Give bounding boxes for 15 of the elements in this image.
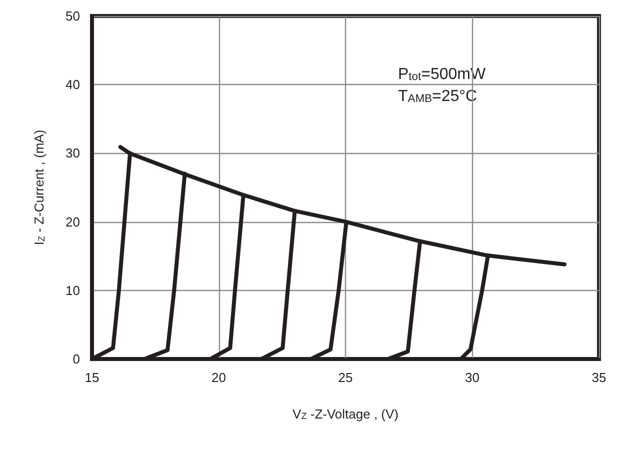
y-tick-label: 50 [66,8,80,24]
y-tick-label: 0 [72,352,80,366]
annotation: TAMB=25°C [398,88,478,106]
x-axis-title: VZ -Z-Voltage , (V) [292,406,398,422]
y-axis-title: IZ - Z-Current , (mA) [32,130,47,246]
y-tick-label: 20 [66,214,80,230]
x-tick-label: 25 [338,370,353,385]
annotation: Ptot=500mW [398,66,486,84]
y-tick-label: 30 [66,146,80,161]
x-tick-label: 35 [592,370,606,385]
x-tick-label: 20 [212,370,226,385]
y-tick-label: 10 [66,282,80,298]
x-tick-label: 30 [465,370,480,385]
y-tick-label: 40 [66,77,80,92]
x-tick-label: 15 [84,370,100,385]
